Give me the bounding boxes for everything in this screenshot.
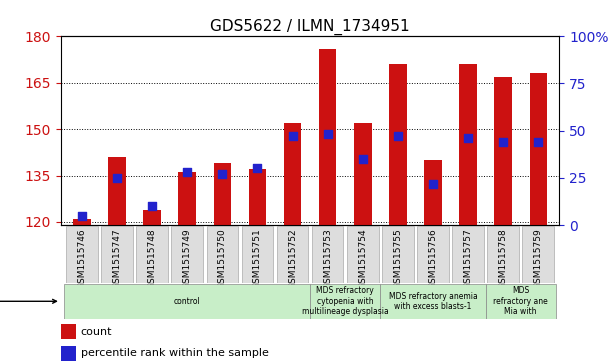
- Text: GSM1515752: GSM1515752: [288, 228, 297, 289]
- FancyBboxPatch shape: [380, 284, 486, 319]
- FancyBboxPatch shape: [488, 226, 519, 282]
- FancyBboxPatch shape: [241, 226, 273, 282]
- Point: [182, 169, 192, 175]
- Text: MDS refractory anemia
with excess blasts-1: MDS refractory anemia with excess blasts…: [389, 291, 477, 311]
- Bar: [389, 64, 407, 225]
- Point: [288, 134, 297, 139]
- FancyBboxPatch shape: [277, 226, 308, 282]
- Text: GSM1515751: GSM1515751: [253, 228, 262, 289]
- Text: GSM1515753: GSM1515753: [323, 228, 332, 289]
- FancyBboxPatch shape: [452, 226, 484, 282]
- Point: [77, 213, 87, 219]
- Text: GSM1515754: GSM1515754: [358, 228, 367, 289]
- FancyBboxPatch shape: [382, 226, 413, 282]
- FancyBboxPatch shape: [486, 284, 556, 319]
- Title: GDS5622 / ILMN_1734951: GDS5622 / ILMN_1734951: [210, 19, 410, 35]
- Point: [428, 181, 438, 187]
- Bar: [213, 163, 231, 225]
- Text: percentile rank within the sample: percentile rank within the sample: [81, 348, 269, 358]
- FancyBboxPatch shape: [312, 226, 344, 282]
- Point: [112, 175, 122, 181]
- Text: MDS refractory
cytopenia with
multilineage dysplasia: MDS refractory cytopenia with multilinea…: [302, 286, 389, 316]
- FancyBboxPatch shape: [310, 284, 380, 319]
- Text: GSM1515746: GSM1515746: [77, 228, 86, 289]
- Bar: [249, 170, 266, 225]
- FancyBboxPatch shape: [136, 226, 168, 282]
- Bar: [61, 346, 76, 361]
- Text: GSM1515755: GSM1515755: [393, 228, 402, 289]
- Bar: [178, 172, 196, 225]
- FancyBboxPatch shape: [207, 226, 238, 282]
- Point: [533, 139, 543, 145]
- Point: [358, 156, 368, 162]
- Text: GSM1515750: GSM1515750: [218, 228, 227, 289]
- Point: [323, 131, 333, 137]
- Text: GSM1515757: GSM1515757: [463, 228, 472, 289]
- Bar: [61, 324, 76, 339]
- Bar: [459, 64, 477, 225]
- FancyBboxPatch shape: [66, 226, 98, 282]
- FancyBboxPatch shape: [417, 226, 449, 282]
- Text: GSM1515747: GSM1515747: [112, 228, 122, 289]
- Bar: [73, 219, 91, 225]
- Point: [499, 139, 508, 145]
- Point: [252, 166, 262, 171]
- Point: [393, 134, 402, 139]
- Text: GSM1515758: GSM1515758: [499, 228, 508, 289]
- FancyBboxPatch shape: [171, 226, 203, 282]
- Text: GSM1515748: GSM1515748: [148, 228, 157, 289]
- Text: GSM1515756: GSM1515756: [429, 228, 438, 289]
- Text: control: control: [174, 297, 201, 306]
- Bar: [424, 160, 442, 225]
- Point: [463, 135, 473, 141]
- Bar: [284, 123, 302, 225]
- Text: GSM1515759: GSM1515759: [534, 228, 543, 289]
- Bar: [354, 123, 371, 225]
- Bar: [143, 209, 161, 225]
- Bar: [108, 157, 126, 225]
- FancyBboxPatch shape: [64, 284, 310, 319]
- Text: GSM1515749: GSM1515749: [182, 228, 192, 289]
- Bar: [530, 73, 547, 225]
- Point: [218, 171, 227, 177]
- Bar: [319, 49, 336, 225]
- Text: count: count: [81, 327, 112, 337]
- Point: [147, 203, 157, 209]
- Text: MDS
refractory ane
Mia with: MDS refractory ane Mia with: [493, 286, 548, 316]
- FancyBboxPatch shape: [101, 226, 133, 282]
- FancyBboxPatch shape: [522, 226, 554, 282]
- Bar: [494, 77, 512, 225]
- FancyBboxPatch shape: [347, 226, 379, 282]
- Text: disease state: disease state: [0, 296, 57, 306]
